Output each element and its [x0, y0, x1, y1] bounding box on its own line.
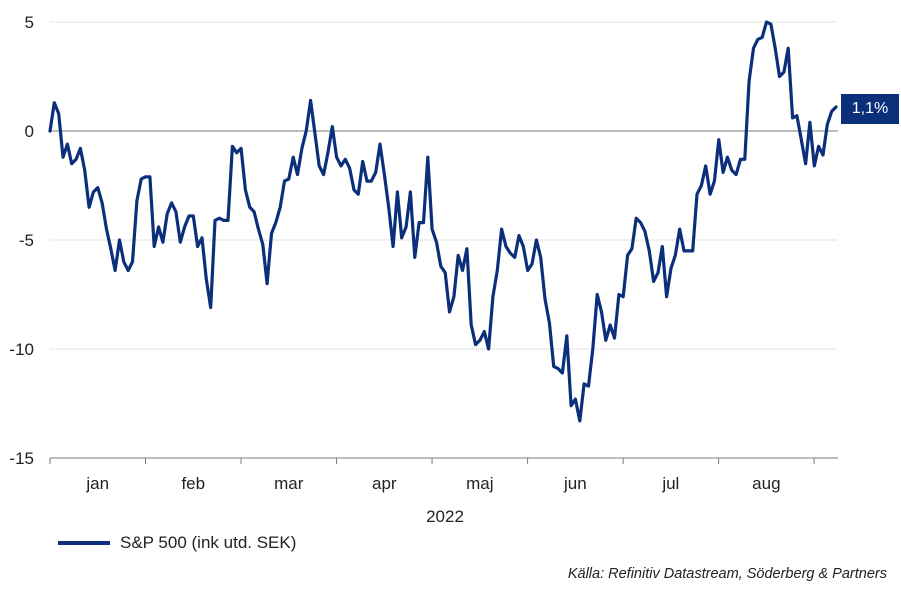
legend: S&P 500 (ink utd. SEK)	[58, 533, 296, 553]
y-tick-label: -5	[19, 231, 34, 250]
grid	[50, 21, 838, 350]
x-tick-label: apr	[372, 474, 397, 493]
x-tick-label: mar	[274, 474, 304, 493]
y-axis: 5 0 -5 -10 -15	[9, 13, 34, 468]
x-tick-label: aug	[752, 474, 780, 493]
x-tick-label: jan	[85, 474, 109, 493]
y-tick-label: 5	[25, 13, 34, 32]
source-note: Källa: Refinitiv Datastream, Söderberg &…	[567, 566, 887, 582]
x-tick-label: maj	[466, 474, 493, 493]
x-axis-label: 2022	[426, 507, 464, 526]
axes	[50, 130, 838, 459]
series-line	[48, 20, 838, 423]
legend-swatch	[58, 541, 110, 545]
end-value-text: 1,1%	[851, 100, 889, 117]
y-tick-label: -10	[9, 340, 34, 359]
end-value-label: 1,1%	[841, 94, 899, 124]
y-tick-label: -15	[9, 449, 34, 468]
x-tick-label: feb	[181, 474, 205, 493]
x-tick-label: jun	[563, 474, 587, 493]
x-tick-label: jul	[661, 474, 679, 493]
series-layer	[48, 20, 838, 423]
y-tick-label: 0	[25, 122, 34, 141]
x-axis: jan feb mar apr maj jun jul aug	[49, 458, 815, 493]
legend-label: S&P 500 (ink utd. SEK)	[120, 533, 297, 552]
